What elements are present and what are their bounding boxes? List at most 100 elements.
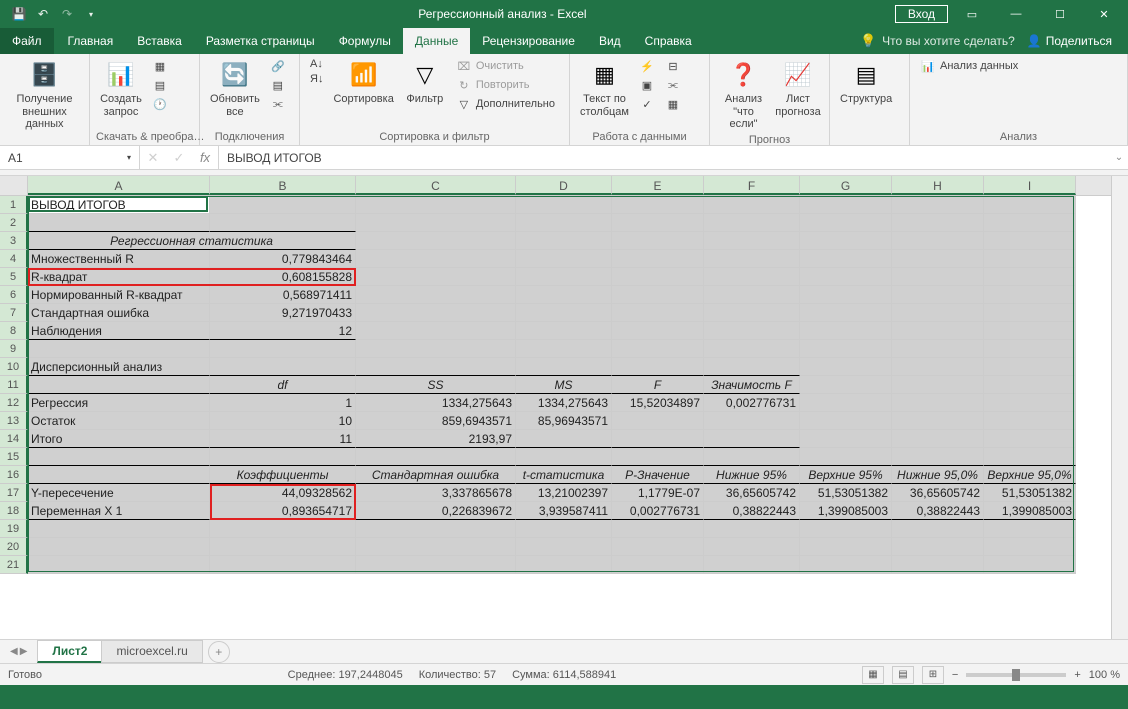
cell[interactable]: 3,939587411 (516, 502, 612, 520)
cell[interactable] (984, 394, 1076, 412)
cell[interactable] (612, 412, 704, 430)
cell[interactable] (356, 286, 516, 304)
cell[interactable] (704, 448, 800, 466)
properties-button[interactable]: ▤ (266, 76, 290, 94)
vertical-scrollbar[interactable] (1111, 176, 1128, 639)
cell[interactable]: Верхние 95,0% (984, 466, 1076, 484)
cell[interactable] (892, 250, 984, 268)
cell[interactable]: 1334,275643 (516, 394, 612, 412)
undo-icon[interactable]: ↶ (32, 3, 54, 25)
cell[interactable]: 10 (210, 412, 356, 430)
grid-body[interactable]: 1ВЫВОД ИТОГОВ23Регрессионная статистика4… (0, 196, 1111, 639)
cell[interactable]: Стандартная ошибка (28, 304, 210, 322)
cell[interactable]: Нижние 95,0% (892, 466, 984, 484)
row-header[interactable]: 12 (0, 394, 28, 412)
cell[interactable] (892, 196, 984, 214)
cell[interactable] (516, 250, 612, 268)
from-table-button[interactable]: ▤ (148, 76, 172, 94)
cell[interactable] (516, 448, 612, 466)
cell[interactable] (516, 232, 612, 250)
cell[interactable] (28, 520, 210, 538)
cell[interactable] (516, 322, 612, 340)
cell[interactable] (356, 556, 516, 574)
menu-tab-главная[interactable]: Главная (56, 28, 126, 54)
cell[interactable] (356, 196, 516, 214)
cell[interactable] (28, 538, 210, 556)
row-header[interactable]: 17 (0, 484, 28, 502)
data-validation-button[interactable]: ✓ (635, 95, 659, 113)
zoom-out-button[interactable]: − (952, 669, 958, 681)
cell[interactable]: Стандартная ошибка (356, 466, 516, 484)
minimize-button[interactable]: — (996, 0, 1036, 28)
zoom-slider[interactable] (966, 673, 1066, 677)
sheet-tab[interactable]: Лист2 (37, 640, 102, 663)
cell[interactable] (516, 520, 612, 538)
cell[interactable]: 51,53051382 (984, 484, 1076, 502)
cell[interactable] (28, 214, 210, 232)
cell[interactable] (800, 250, 892, 268)
cell[interactable] (356, 358, 516, 376)
cell[interactable]: 51,53051382 (800, 484, 892, 502)
cell[interactable]: 0,002776731 (704, 394, 800, 412)
maximize-button[interactable]: ☐ (1040, 0, 1080, 28)
cell[interactable]: 0,893654717 (210, 502, 356, 520)
cell[interactable]: 859,6943571 (356, 412, 516, 430)
cell[interactable] (516, 538, 612, 556)
refresh-all-button[interactable]: 🔄Обновить все (206, 57, 264, 120)
cell[interactable] (892, 394, 984, 412)
cell[interactable]: Значимость F (704, 376, 800, 394)
cell[interactable] (516, 268, 612, 286)
relationships-button[interactable]: ⫘ (661, 76, 685, 94)
cell[interactable]: Переменная X 1 (28, 502, 210, 520)
menu-tab-разметка страницы[interactable]: Разметка страницы (194, 28, 327, 54)
cell[interactable]: 44,09328562 (210, 484, 356, 502)
zoom-level[interactable]: 100 % (1089, 669, 1120, 681)
column-header[interactable]: B (210, 176, 356, 195)
row-header[interactable]: 8 (0, 322, 28, 340)
cell[interactable] (356, 322, 516, 340)
filter-button[interactable]: ▽Фильтр (400, 57, 450, 108)
cell[interactable] (612, 322, 704, 340)
cell[interactable]: 1334,275643 (356, 394, 516, 412)
cell[interactable] (28, 340, 210, 358)
cell[interactable] (356, 448, 516, 466)
cell[interactable] (28, 556, 210, 574)
column-header[interactable]: D (516, 176, 612, 195)
cell[interactable]: F (612, 376, 704, 394)
cell[interactable] (800, 412, 892, 430)
cell[interactable] (210, 556, 356, 574)
cell[interactable] (612, 286, 704, 304)
share-button[interactable]: 👤 Поделиться (1027, 34, 1112, 48)
cell[interactable] (704, 196, 800, 214)
cell[interactable] (984, 286, 1076, 304)
menu-tab-файл[interactable]: Файл (0, 28, 54, 54)
cell[interactable]: 36,65605742 (892, 484, 984, 502)
cell[interactable]: Регрессия (28, 394, 210, 412)
cell[interactable] (892, 520, 984, 538)
cell[interactable] (612, 556, 704, 574)
cell[interactable] (210, 358, 356, 376)
next-sheet-button[interactable]: ▶ (20, 646, 28, 657)
row-header[interactable]: 13 (0, 412, 28, 430)
menu-tab-справка[interactable]: Справка (633, 28, 704, 54)
cell[interactable] (704, 250, 800, 268)
text-to-columns-button[interactable]: ▦Текст по столбцам (576, 57, 633, 120)
cell[interactable] (892, 322, 984, 340)
expand-formula-bar-button[interactable]: ⌄ (1110, 146, 1128, 169)
cell[interactable] (984, 376, 1076, 394)
cell[interactable] (800, 520, 892, 538)
cell[interactable] (612, 304, 704, 322)
add-sheet-button[interactable]: + (208, 641, 230, 663)
cell[interactable]: 12 (210, 322, 356, 340)
sort-az-button[interactable]: А↓ (306, 57, 327, 71)
cell[interactable]: Итого (28, 430, 210, 448)
cell[interactable] (892, 412, 984, 430)
cell[interactable] (516, 286, 612, 304)
menu-tab-вставка[interactable]: Вставка (125, 28, 194, 54)
cell[interactable] (704, 538, 800, 556)
cell[interactable] (984, 304, 1076, 322)
cell[interactable] (800, 214, 892, 232)
cell[interactable]: 0,38822443 (892, 502, 984, 520)
cell[interactable] (984, 322, 1076, 340)
edit-links-button[interactable]: ⫘ (266, 95, 290, 113)
